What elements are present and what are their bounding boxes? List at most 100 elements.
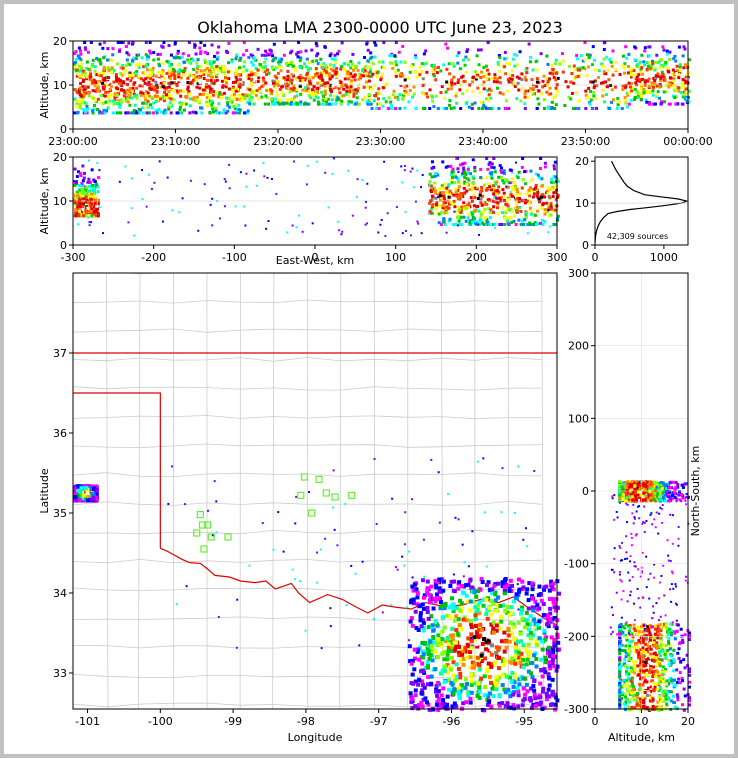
east-west-panel-source-point: [471, 188, 475, 192]
plan-view-panel-source-point: [478, 587, 483, 592]
plan-view-panel-source-point: [532, 678, 537, 683]
time-panel-source-point: [98, 42, 102, 46]
time-panel-source-point: [210, 81, 214, 85]
time-panel-source-point: [628, 85, 632, 89]
time-panel-source-point: [477, 63, 481, 67]
time-panel-source-point: [86, 107, 90, 111]
plan-view-panel-source-point: [408, 659, 413, 664]
plan-view-panel-source-point: [523, 676, 528, 681]
plan-view-panel-source-point: [456, 666, 461, 671]
time-panel-source-point: [98, 58, 102, 62]
time-panel-source-point: [298, 59, 302, 63]
time-panel-source-point: [344, 93, 348, 97]
plan-view-panel-source-point: [426, 665, 431, 670]
time-panel-source-point: [611, 49, 615, 53]
plan-view-panel-source-point: [464, 700, 469, 705]
plan-view-panel-source-point: [482, 708, 487, 713]
time-panel-source-point: [74, 60, 78, 64]
east-west-panel-source-point: [518, 196, 522, 200]
time-panel-source-point: [315, 77, 319, 81]
time-panel-source-point: [91, 111, 95, 115]
plan-view-panel-source-point: [450, 655, 455, 660]
east-west-panel-source-point: [253, 169, 256, 172]
plan-view-panel-source-point: [417, 604, 422, 609]
time-panel-source-point: [268, 53, 272, 57]
time-panel-source-point: [663, 76, 667, 80]
time-panel-source-point: [636, 91, 640, 95]
east-west-panel-source-point: [436, 196, 439, 199]
east-west-panel-source-point: [541, 223, 545, 226]
time-panel-source-point: [109, 93, 113, 97]
plan-view-panel-source-point: [426, 616, 431, 621]
time-panel-source-point: [587, 65, 591, 69]
east-west-panel-source-point: [428, 185, 431, 188]
county-boundary-line: [73, 587, 542, 592]
east-west-panel-source-point: [85, 185, 89, 189]
time-panel-source-point: [173, 74, 177, 78]
time-panel-source-point: [169, 53, 173, 57]
time-panel-source-point: [614, 60, 618, 64]
time-panel-source-point: [99, 100, 103, 104]
time-panel-source-point: [610, 64, 614, 68]
time-panel-source-point: [642, 60, 646, 64]
east-west-panel-source-point: [84, 209, 88, 213]
time-panel-source-point: [265, 52, 269, 56]
time-panel-source-point: [554, 58, 558, 62]
east-west-panel-source-point: [514, 198, 518, 202]
time-panel-source-point: [414, 107, 418, 110]
plan-view-panel-source-point: [422, 625, 427, 630]
plan-view-panel-source-point: [459, 626, 464, 631]
plan-view-panel-source-point: [527, 651, 532, 656]
time-panel-source-point: [217, 111, 221, 115]
time-panel-source-point: [506, 78, 510, 82]
time-panel-source-point: [103, 76, 107, 80]
plan-view-panel-source-point: [517, 608, 520, 611]
time-panel-source-point: [146, 62, 150, 66]
east-west-panel-source-point: [554, 175, 558, 179]
plan-view-panel-source-point: [547, 663, 552, 668]
east-west-panel-source-point: [515, 161, 518, 164]
time-panel-source-point: [634, 77, 638, 81]
time-panel-source-point: [482, 75, 486, 79]
east-west-panel-source-point: [485, 186, 489, 190]
time-panel-source-point: [605, 55, 609, 59]
time-panel-source-point: [311, 59, 315, 63]
east-west-panel-source-point: [461, 192, 465, 196]
plan-view-panel-source-point: [211, 534, 214, 537]
east-west-panel-source-point: [518, 205, 522, 209]
time-panel-source-point: [485, 68, 489, 72]
plan-view-panel-source-point: [539, 598, 544, 603]
time-panel-source-point: [349, 100, 353, 104]
time-panel-source-point: [581, 66, 585, 70]
plan-view-panel-source-point: [439, 637, 444, 642]
time-panel-source-point: [254, 93, 258, 97]
time-panel-source-point: [250, 73, 254, 77]
plan-view-panel-source-point: [515, 686, 520, 691]
time-panel-source-point: [102, 84, 106, 88]
plan-view-panel-source-point: [541, 602, 546, 607]
east-west-panel-source-point: [505, 185, 508, 188]
plan-view-panel-source-point: [464, 655, 469, 660]
time-panel-source-point: [422, 107, 426, 110]
plan-view-panel-source-point: [475, 681, 480, 686]
time-panel-source-point: [607, 69, 611, 73]
time-panel-source-point: [146, 55, 150, 59]
time-panel-source-point: [463, 63, 467, 67]
time-panel-source-point: [347, 63, 351, 67]
time-panel-source-point: [209, 79, 213, 83]
time-panel-source-point: [151, 111, 155, 115]
plan-view-panel-source-point: [454, 640, 459, 645]
time-panel-source-point: [625, 105, 629, 109]
time-panel-source-point: [178, 101, 182, 105]
time-panel-source-point: [223, 70, 227, 74]
time-panel-source-point: [545, 90, 549, 94]
time-panel-source-point: [148, 111, 152, 115]
time-panel-source-point: [277, 60, 281, 64]
east-west-panel-source-point: [130, 207, 133, 210]
east-west-panel-source-point: [547, 206, 551, 210]
east-west-panel-source-point: [505, 200, 509, 204]
plan-view-panel-source-point: [350, 564, 353, 567]
east-west-panel-source-point: [509, 215, 513, 219]
plan-view-panel-source-point: [489, 664, 494, 669]
time-panel-source-point: [633, 58, 637, 62]
